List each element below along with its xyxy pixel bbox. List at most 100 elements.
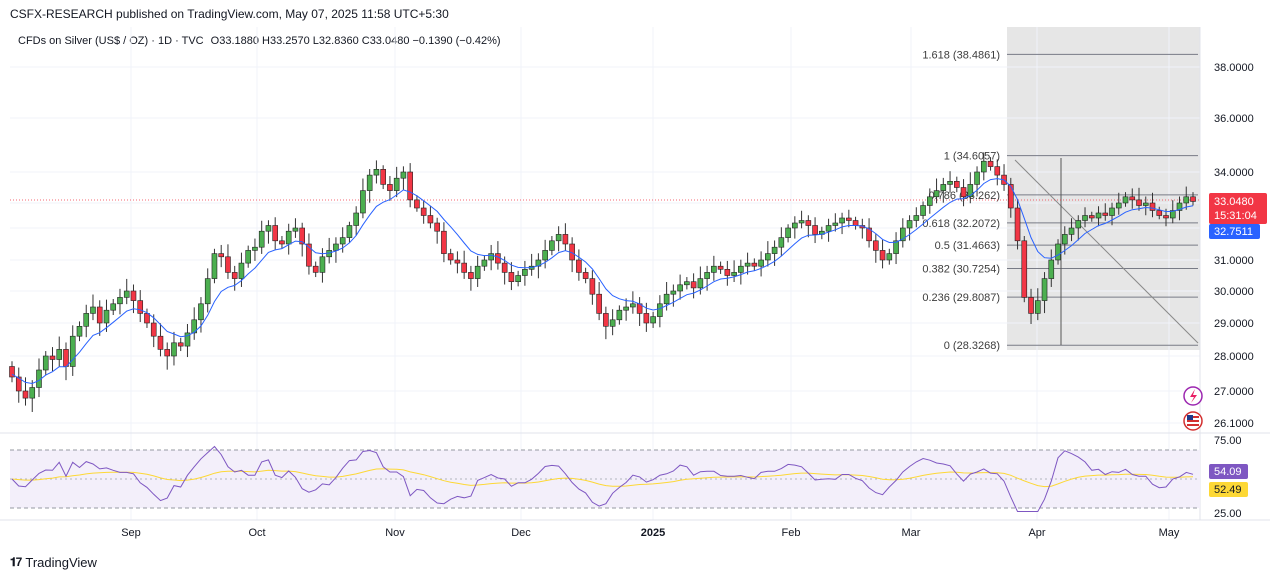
candle-body (670, 290, 677, 295)
fib-level-label: 1 (34.6057) (944, 151, 1000, 163)
price-tick-label: 27.0000 (1214, 386, 1254, 398)
rsi-tick-75: 75.00 (1214, 435, 1242, 447)
candle-body (83, 313, 90, 327)
candle-body (306, 243, 312, 267)
candle-body (366, 174, 373, 191)
candle-body (630, 303, 636, 308)
candle-body (812, 225, 818, 235)
candle-body (555, 234, 562, 242)
candle-body (441, 230, 447, 254)
candle-body (427, 215, 434, 224)
time-axis[interactable]: Sep Oct Nov Dec 2025 Feb Mar Apr May (121, 527, 1180, 539)
tradingview-logo[interactable]: 𝟏7 TradingView (10, 555, 97, 570)
candle-body (576, 259, 582, 273)
candle-body (704, 272, 710, 279)
candle-body (150, 322, 157, 337)
candle-body (980, 160, 987, 173)
candle-body (1176, 202, 1183, 211)
candle-body (285, 230, 292, 245)
candle-body (299, 227, 305, 245)
candle-body (751, 262, 758, 267)
candle-body (711, 265, 717, 273)
candle-body (380, 169, 386, 185)
candle-body (974, 171, 980, 185)
time-tick-label: Oct (248, 527, 265, 539)
candle-body (508, 272, 515, 282)
candle-body (792, 222, 798, 229)
rsi-ma-value-tag: 52.49 (1209, 482, 1248, 497)
candle-body (906, 220, 913, 229)
candle-body (684, 281, 690, 286)
candle-body (488, 253, 494, 261)
symbol-info[interactable]: CFDs on Silver (US$ / OZ) · 1D · TVC O33… (18, 35, 501, 47)
candle-body (245, 250, 251, 264)
candle-body (204, 278, 211, 305)
fib-zone-shading (1007, 27, 1200, 350)
candle-body (407, 171, 413, 201)
candle-body (177, 342, 184, 347)
price-axis[interactable]: 38.000036.000034.000033.000032.000031.00… (1214, 62, 1254, 430)
candle-body (117, 297, 123, 305)
candle-body (501, 262, 508, 273)
candle-body (1041, 278, 1048, 301)
lightning-icon[interactable] (1183, 386, 1203, 406)
candle-body (940, 184, 947, 191)
candle-body (420, 207, 427, 216)
candle-body (400, 171, 407, 179)
candle-body (434, 222, 440, 232)
fib-level-label: 0 (28.3268) (944, 340, 1000, 352)
candle-body (123, 290, 130, 298)
candle-body (717, 265, 724, 270)
candle-body (994, 166, 1001, 176)
candle-body (771, 246, 778, 254)
last-price-tag: 33.0480 15:31:04 (1209, 193, 1267, 224)
candle-body (1163, 215, 1169, 219)
candle-body (738, 265, 744, 273)
us-flag-icon[interactable] (1183, 411, 1203, 431)
candle-body (549, 240, 555, 251)
fib-trend-line (1014, 159, 1199, 344)
candle-body (1115, 202, 1122, 209)
candle-body (643, 313, 650, 324)
candle-body (1088, 215, 1095, 219)
candle-body (312, 265, 319, 273)
candle-body (42, 355, 49, 371)
publisher-line: CSFX-RESEARCH published on TradingView.c… (10, 7, 449, 21)
price-tick-label: 31.0000 (1214, 255, 1254, 267)
candle-body (171, 342, 177, 357)
candle-body (866, 227, 872, 242)
candle-body (1061, 234, 1068, 245)
candle-body (987, 160, 994, 167)
candle-body (184, 332, 191, 347)
candle-body (839, 217, 845, 224)
candle-body (846, 217, 852, 221)
candle-body (1149, 202, 1156, 211)
candle-body (657, 303, 663, 317)
candle-body (1068, 227, 1075, 235)
candle-body (562, 234, 569, 245)
fib-level-label: 0.236 (29.8087) (922, 292, 1000, 304)
candle-body (873, 240, 879, 251)
candle-body (252, 246, 258, 251)
candle-body (414, 199, 420, 209)
candle-body (758, 259, 764, 267)
fib-level-label: 0.618 (32.2072) (922, 218, 1000, 230)
fib-level-label: 1.618 (38.4861) (922, 49, 1000, 61)
time-tick-label: Sep (121, 527, 141, 539)
candle-body (164, 349, 171, 357)
candle-body (927, 196, 933, 206)
candle-body (157, 335, 164, 350)
candle-body (279, 240, 285, 245)
candle-body (744, 262, 751, 267)
candle-body (1075, 220, 1082, 229)
fibonacci-levels: 1.618 (38.4861)1 (34.6057)0.786 (33.262)… (922, 49, 1198, 352)
candle-body (198, 303, 204, 321)
candle-body (333, 243, 339, 251)
countdown-label: 15:31:04 (1214, 210, 1257, 222)
price-tick-label: 29.0000 (1214, 318, 1254, 330)
candle-body (609, 319, 616, 327)
fib-level-label: 0.5 (31.4663) (935, 240, 1000, 252)
symbol-title: CFDs on Silver (US$ / OZ) · 1D · TVC (18, 35, 204, 47)
candle-body (56, 349, 63, 360)
